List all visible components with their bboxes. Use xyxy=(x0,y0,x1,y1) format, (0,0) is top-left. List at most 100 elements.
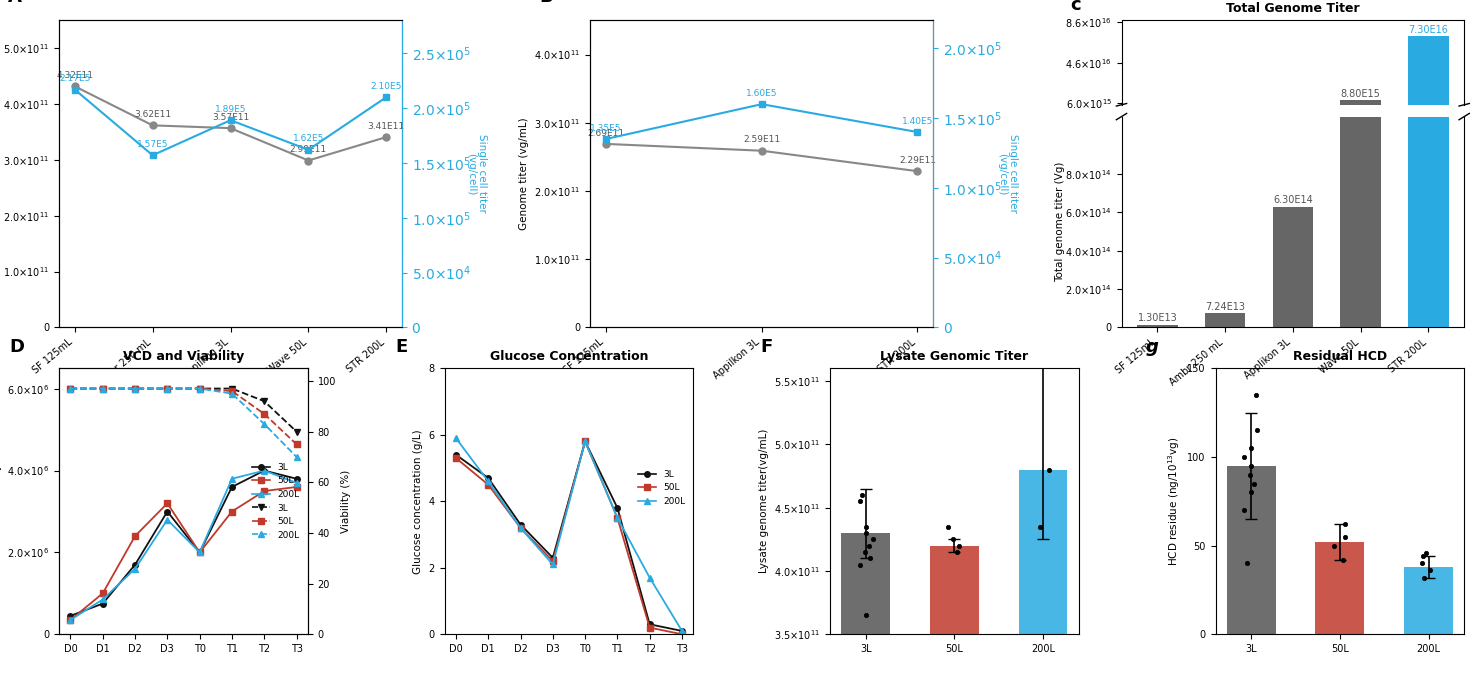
Point xyxy=(853,546,877,557)
50L xyxy=(158,499,176,507)
Text: 2.69E11: 2.69E11 xyxy=(587,129,624,138)
50L xyxy=(93,589,111,597)
200L xyxy=(223,475,241,483)
Text: 3.62E11: 3.62E11 xyxy=(135,110,172,119)
200L xyxy=(256,466,274,475)
Point xyxy=(853,521,877,532)
3L xyxy=(223,385,241,393)
Title: Residual HCD: Residual HCD xyxy=(1293,350,1387,363)
Point xyxy=(1037,464,1060,475)
Legend: 3L, 50L, 200L: 3L, 50L, 200L xyxy=(634,466,689,509)
Text: E: E xyxy=(395,338,407,356)
Point xyxy=(941,534,964,545)
50L xyxy=(191,548,209,557)
Y-axis label: Total genome titer (Vg): Total genome titer (Vg) xyxy=(1056,162,1065,282)
Text: 7.30E16: 7.30E16 xyxy=(1408,25,1448,35)
Text: 1.60E5: 1.60E5 xyxy=(745,89,778,98)
Line: 50L: 50L xyxy=(68,484,299,623)
Text: D: D xyxy=(9,338,25,356)
3L xyxy=(512,520,529,529)
Y-axis label: Genome titer (vg/mL): Genome titer (vg/mL) xyxy=(519,117,529,231)
Text: 4.32E11: 4.32E11 xyxy=(56,71,93,80)
200L xyxy=(287,479,305,487)
200L xyxy=(544,561,562,569)
3L xyxy=(62,385,80,393)
Bar xyxy=(1205,314,1245,327)
Bar xyxy=(930,546,979,682)
Bar xyxy=(842,533,890,682)
3L xyxy=(158,385,176,393)
3L xyxy=(673,627,691,635)
50L xyxy=(62,616,80,624)
3L xyxy=(256,466,274,475)
Point xyxy=(947,540,970,551)
Text: 1.30E13: 1.30E13 xyxy=(1137,313,1177,323)
Point xyxy=(1239,443,1263,454)
3L xyxy=(93,599,111,608)
50L xyxy=(223,387,241,395)
50L xyxy=(577,437,595,445)
50L xyxy=(512,524,529,532)
Bar xyxy=(1019,470,1068,682)
Text: g: g xyxy=(1146,338,1158,356)
200L xyxy=(93,595,111,604)
3L xyxy=(479,474,497,482)
200L xyxy=(287,453,305,461)
Bar xyxy=(1315,542,1364,634)
Point xyxy=(1232,451,1256,462)
Line: 3L: 3L xyxy=(68,468,299,619)
Point xyxy=(1411,551,1435,562)
50L xyxy=(256,410,274,418)
Bar xyxy=(1340,0,1381,327)
200L xyxy=(191,385,209,393)
Text: 3.57E11: 3.57E11 xyxy=(211,113,248,122)
Text: 2.99E11: 2.99E11 xyxy=(290,145,327,154)
Y-axis label: Single cell titer
(vg/cell): Single cell titer (vg/cell) xyxy=(466,134,487,213)
Y-axis label: Single cell titer
(vg/cell): Single cell titer (vg/cell) xyxy=(997,134,1019,213)
Point xyxy=(945,546,969,557)
200L xyxy=(126,385,143,393)
50L xyxy=(608,514,626,522)
200L xyxy=(126,565,143,573)
Point xyxy=(1245,425,1269,436)
Line: 50L: 50L xyxy=(453,439,685,637)
Bar xyxy=(1404,567,1452,634)
200L xyxy=(256,420,274,428)
Text: 1.35E5: 1.35E5 xyxy=(590,123,621,133)
Y-axis label: Lysate genome titer(vg/mL): Lysate genome titer(vg/mL) xyxy=(759,429,769,574)
Point xyxy=(1418,565,1442,576)
Point xyxy=(1235,558,1259,569)
50L xyxy=(640,623,658,632)
3L xyxy=(447,451,464,459)
50L xyxy=(673,630,691,638)
200L xyxy=(62,385,80,393)
3L xyxy=(191,385,209,393)
Point xyxy=(847,559,871,570)
50L xyxy=(126,532,143,540)
3L xyxy=(126,561,143,569)
3L xyxy=(256,397,274,405)
Line: 3L: 3L xyxy=(453,439,685,634)
50L xyxy=(158,385,176,393)
Point xyxy=(936,521,960,532)
200L xyxy=(577,437,595,445)
Point xyxy=(1414,547,1438,558)
Text: 1.89E5: 1.89E5 xyxy=(214,105,247,114)
Y-axis label: Glucose concentration (g/L): Glucose concentration (g/L) xyxy=(413,429,423,574)
Line: 200L: 200L xyxy=(453,435,685,634)
50L xyxy=(223,507,241,516)
3L xyxy=(191,548,209,557)
50L xyxy=(287,483,305,491)
Title: Glucose Concentration: Glucose Concentration xyxy=(490,350,648,363)
50L xyxy=(62,385,80,393)
50L xyxy=(287,440,305,448)
Line: 3L: 3L xyxy=(68,386,299,434)
Y-axis label: HCD residue (ng/10$^{13}$vg): HCD residue (ng/10$^{13}$vg) xyxy=(1165,436,1182,566)
50L xyxy=(447,454,464,462)
Bar xyxy=(1272,207,1313,327)
200L xyxy=(158,516,176,524)
Point xyxy=(1028,521,1052,532)
50L xyxy=(256,487,274,495)
Bar xyxy=(1137,325,1177,327)
200L xyxy=(191,548,209,557)
